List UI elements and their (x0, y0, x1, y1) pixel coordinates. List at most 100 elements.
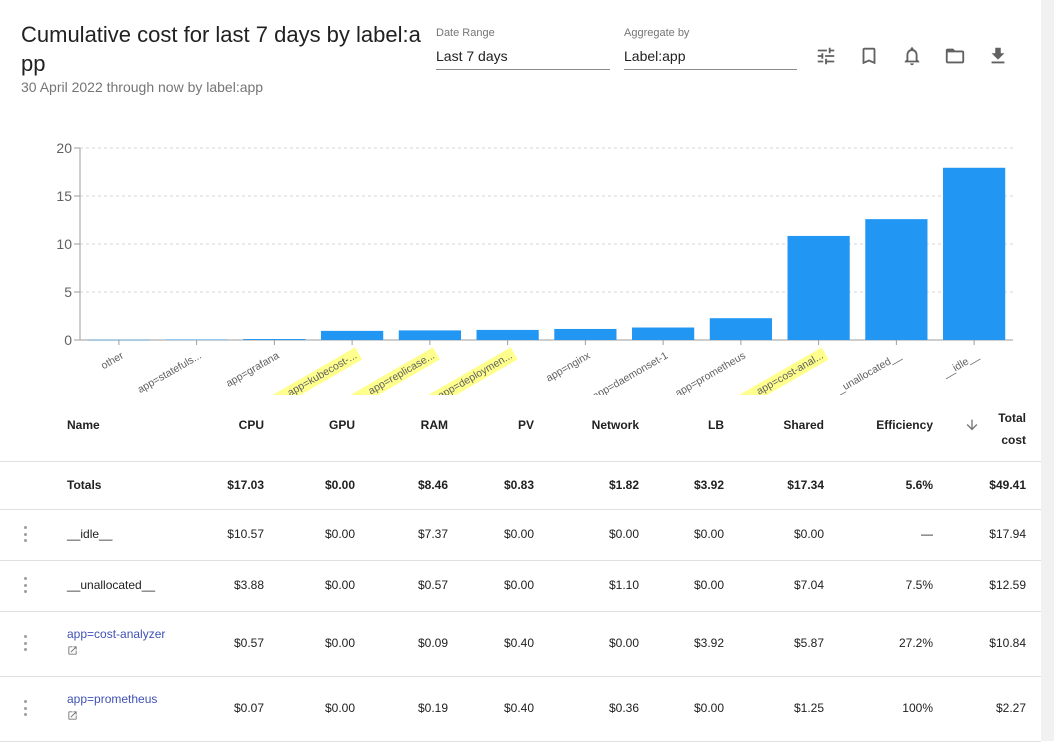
row-cell: $0.00 (793, 527, 824, 541)
bar-2[interactable] (243, 339, 306, 340)
row-name-text[interactable]: app=cost-analyzer (67, 627, 166, 641)
totals-cell: $8.46 (417, 478, 448, 492)
bar-11[interactable] (943, 167, 1006, 340)
x-tick-label-group: app=deploymen... (427, 347, 518, 395)
download-button[interactable] (982, 40, 1014, 72)
external-link-icon[interactable] (67, 645, 78, 656)
row-cell: $0.40 (503, 636, 534, 650)
x-label-highlight (272, 347, 363, 395)
y-tick-label: 15 (56, 188, 72, 204)
row-cell: $12.59 (989, 578, 1026, 592)
row-menu-icon[interactable] (19, 524, 31, 544)
row-name-link[interactable]: app=cost-analyzer (67, 627, 165, 656)
row-cell: $10.84 (989, 636, 1026, 650)
row-name-text: __idle__ (67, 527, 113, 541)
bar-10[interactable] (865, 219, 928, 340)
x-tick-label: other (99, 349, 126, 372)
row-menu-icon[interactable] (19, 633, 31, 653)
row-cell: $1.10 (608, 578, 639, 592)
bar-5[interactable] (476, 329, 539, 340)
table-row[interactable]: app=prometheus $0.07 $0.00 $0.19 $0.40 $0.36 $… (0, 676, 1041, 742)
row-cell: $10.57 (227, 527, 264, 541)
x-tick-label-group: app=daemonset-1 (590, 350, 670, 395)
header-lb[interactable]: LB (708, 418, 724, 432)
x-label-highlight (350, 347, 440, 395)
row-name-text[interactable]: app=prometheus (67, 692, 158, 706)
bar-1[interactable] (165, 339, 228, 341)
row-cell: $0.36 (608, 701, 639, 715)
header-pv[interactable]: PV (517, 418, 534, 432)
totals-cell: $0.83 (503, 478, 534, 492)
row-cell: $0.00 (503, 527, 534, 541)
row-cell: $0.00 (693, 527, 724, 541)
open-report-button[interactable] (939, 40, 971, 72)
vertical-scrollbar[interactable] (1041, 0, 1054, 741)
table-row[interactable]: app=cost-analyzer $0.57 $0.00 $0.09 $0.40 $0.… (0, 611, 1041, 677)
header-cpu[interactable]: CPU (238, 418, 264, 432)
bar-3[interactable] (321, 330, 384, 340)
date-range-value: Last 7 days (436, 48, 508, 64)
row-menu-icon[interactable] (19, 575, 31, 595)
arrow-down-icon[interactable] (964, 417, 980, 433)
row-cell: $0.40 (503, 701, 534, 715)
totals-row: Totals $17.03 $0.00 $8.46 $0.83 $1.82 $3.92 $17… (0, 461, 1041, 510)
bar-6[interactable] (554, 328, 617, 340)
bar-7[interactable] (632, 327, 695, 340)
row-cell: — (921, 527, 933, 541)
table-header-row: Name CPU GPU RAM PV Network LB Shared Efficiency… (0, 395, 1041, 462)
row-cell: $0.00 (608, 527, 639, 541)
x-tick-label-group: __idle__ (940, 350, 981, 381)
row-cell: $0.00 (693, 578, 724, 592)
header-gpu[interactable]: GPU (328, 418, 355, 432)
row-cell: $0.00 (503, 578, 534, 592)
y-tick-label: 10 (56, 236, 72, 252)
row-cell: $2.27 (995, 701, 1026, 715)
x-tick-label-group: app=cost-anal... (738, 347, 829, 395)
row-cell: 27.2% (898, 636, 933, 650)
header-total-cost[interactable]: Total cost (998, 411, 1026, 447)
date-range-select[interactable]: Date Range Last 7 days (436, 27, 610, 70)
bar-4[interactable] (398, 330, 461, 340)
row-cell: $1.25 (793, 701, 824, 715)
x-tick-label: app=daemonset-1 (590, 350, 670, 395)
row-cell: $0.00 (324, 527, 355, 541)
row-menu-icon[interactable] (19, 698, 31, 718)
row-cell: $3.92 (693, 636, 724, 650)
row-name-link[interactable]: app=prometheus (67, 692, 157, 721)
download-icon (991, 47, 1005, 64)
bar-8[interactable] (709, 318, 772, 340)
x-tick-label: app=replicase... (366, 350, 436, 395)
y-tick-label: 20 (56, 140, 72, 156)
bell-icon (904, 47, 920, 66)
bookmark-button[interactable] (853, 40, 885, 72)
x-tick-label: app=deploymen... (436, 350, 515, 395)
header-network[interactable]: Network (591, 418, 639, 432)
alerts-button[interactable] (896, 40, 928, 72)
external-link-icon[interactable] (67, 710, 78, 721)
bar-9[interactable] (787, 235, 850, 340)
y-tick-label: 5 (64, 284, 72, 300)
table-row[interactable]: __idle__ $10.57 $0.00 $7.37 $0.00 $0.00 $0.00 $… (0, 509, 1041, 561)
x-tick-label-group: app=prometheus (673, 350, 748, 395)
x-tick-label: app=statefuls... (136, 350, 204, 395)
header-efficiency[interactable]: Efficiency (876, 418, 933, 432)
x-tick-label: app=prometheus (673, 350, 748, 395)
aggregate-select[interactable]: Aggregate by Label:app (624, 27, 797, 70)
x-tick-label: __idle__ (940, 350, 981, 381)
row-cell: $0.00 (608, 636, 639, 650)
row-cell: $0.00 (693, 701, 724, 715)
header-shared[interactable]: Shared (783, 418, 824, 432)
header-ram[interactable]: RAM (420, 418, 448, 432)
x-tick-label: app=kubecost-... (286, 350, 359, 395)
row-cell: $0.57 (233, 636, 264, 650)
x-tick-label-group: app=nginx (544, 349, 593, 384)
table-row[interactable]: __unallocated__ $3.88 $0.00 $0.57 $0.00 $1.10… (0, 560, 1041, 612)
x-tick-label-group: app=grafana (224, 350, 281, 390)
row-cell: $0.09 (417, 636, 448, 650)
row-name-text: __unallocated__ (67, 578, 156, 592)
header-name[interactable]: Name (67, 418, 100, 432)
row-cell: $0.57 (417, 578, 448, 592)
tune-button[interactable] (810, 40, 842, 72)
folder-icon (945, 48, 965, 64)
y-tick-label: 0 (64, 332, 72, 348)
